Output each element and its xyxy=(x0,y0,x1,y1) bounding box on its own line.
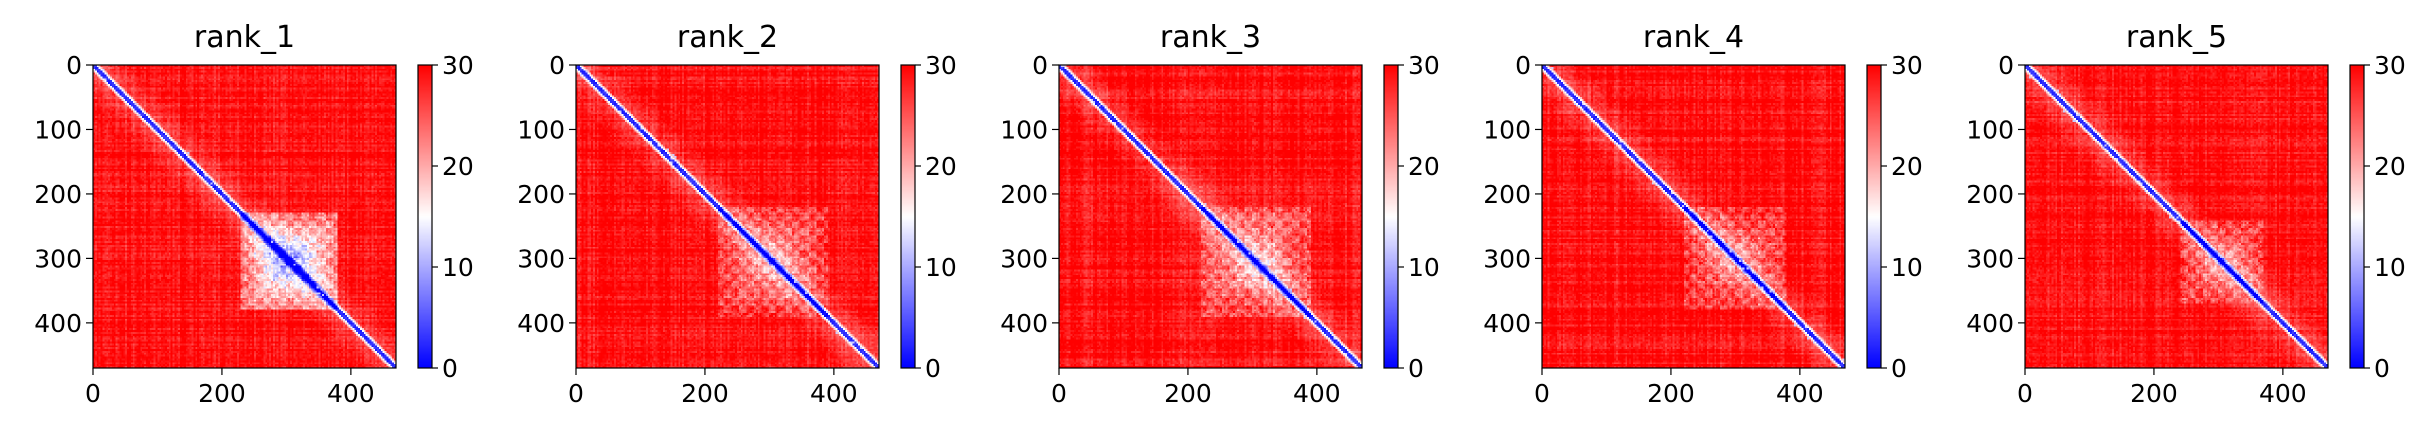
y-tick-label: 300 xyxy=(1483,244,1531,273)
colorbar xyxy=(2350,65,2364,368)
heatmap-image xyxy=(93,65,396,368)
x-tick-label: 200 xyxy=(681,379,729,408)
y-tick-label: 300 xyxy=(1000,244,1048,273)
colorbar-tick-label: 30 xyxy=(442,51,474,80)
axes-frame xyxy=(1541,64,1846,369)
heatmap-image xyxy=(1542,65,1845,368)
x-tick-label: 200 xyxy=(198,379,246,408)
y-tick-label: 100 xyxy=(1483,115,1531,144)
x-tick-label: 0 xyxy=(568,379,584,408)
colorbar-tick-label: 30 xyxy=(1408,51,1440,80)
colorbar-tick-label: 20 xyxy=(1891,152,1923,181)
y-tick-label: 0 xyxy=(549,51,565,80)
x-tick-label: 400 xyxy=(1776,379,1824,408)
y-tick-label: 300 xyxy=(1966,244,2014,273)
colorbar-tick-label: 0 xyxy=(442,354,458,383)
colorbar-tick-label: 30 xyxy=(1891,51,1923,80)
colorbar-tick-label: 0 xyxy=(1408,354,1424,383)
panel-title: rank_5 xyxy=(2126,20,2227,55)
colorbar-frame xyxy=(417,64,433,369)
axes-frame xyxy=(1058,64,1363,369)
panel-title: rank_3 xyxy=(1160,20,1261,55)
colorbar-tick-label: 20 xyxy=(2374,152,2406,181)
colorbar-tick-label: 20 xyxy=(442,152,474,181)
heatmap-image xyxy=(2025,65,2328,368)
heatmap-image xyxy=(1059,65,1362,368)
colorbar-frame xyxy=(900,64,916,369)
axes-frame xyxy=(575,64,880,369)
colorbar-tick-label: 10 xyxy=(1891,253,1923,282)
panel-title: rank_2 xyxy=(677,20,778,55)
heatmap-panel-3: rank_3 0 100 200 300 400 0 200 400 0 10 20 30 xyxy=(1000,20,1440,408)
colorbar-tick-label: 30 xyxy=(2374,51,2406,80)
colorbar-tick-label: 0 xyxy=(1891,354,1907,383)
x-tick-label: 200 xyxy=(1647,379,1695,408)
y-tick-label: 200 xyxy=(1483,180,1531,209)
x-tick-label: 0 xyxy=(2017,379,2033,408)
colorbar-tick-label: 10 xyxy=(1408,253,1440,282)
x-tick-label: 400 xyxy=(327,379,375,408)
y-tick-label: 0 xyxy=(1998,51,2014,80)
colorbar-tick-label: 10 xyxy=(442,253,474,282)
colorbar-tick-label: 20 xyxy=(1408,152,1440,181)
colorbar-tick-label: 30 xyxy=(925,51,957,80)
x-tick-label: 0 xyxy=(1534,379,1550,408)
x-tick-label: 400 xyxy=(1293,379,1341,408)
colorbar xyxy=(1867,65,1881,368)
x-tick-label: 0 xyxy=(85,379,101,408)
y-tick-label: 400 xyxy=(34,309,82,338)
colorbar-frame xyxy=(1383,64,1399,369)
colorbar xyxy=(1384,65,1398,368)
axes-frame xyxy=(2024,64,2329,369)
y-tick-label: 400 xyxy=(517,309,565,338)
colorbar xyxy=(418,65,432,368)
y-tick-label: 300 xyxy=(517,244,565,273)
y-tick-label: 0 xyxy=(1032,51,1048,80)
x-tick-label: 200 xyxy=(2130,379,2178,408)
heatmap-panel-1: rank_1 0 100 200 300 400 0 200 400 0 10 20 30 xyxy=(34,20,474,408)
colorbar-tick-label: 0 xyxy=(925,354,941,383)
y-tick-label: 400 xyxy=(1483,309,1531,338)
panel-title: rank_4 xyxy=(1643,20,1744,55)
y-tick-label: 200 xyxy=(1000,180,1048,209)
y-tick-label: 100 xyxy=(1966,115,2014,144)
heatmap-panel-4: rank_4 0 100 200 300 400 0 200 400 0 10 20 30 xyxy=(1483,20,1923,408)
panel-title: rank_1 xyxy=(194,20,295,55)
y-tick-label: 300 xyxy=(34,244,82,273)
y-tick-label: 0 xyxy=(66,51,82,80)
y-tick-label: 200 xyxy=(517,180,565,209)
x-tick-label: 0 xyxy=(1051,379,1067,408)
heatmap-panel-5: rank_5 0 100 200 300 400 0 200 400 0 10 20 30 xyxy=(1966,20,2406,408)
y-tick-label: 100 xyxy=(1000,115,1048,144)
colorbar-tick-label: 10 xyxy=(925,253,957,282)
y-tick-label: 400 xyxy=(1000,309,1048,338)
x-tick-label: 200 xyxy=(1164,379,1212,408)
y-tick-label: 100 xyxy=(34,115,82,144)
colorbar-tick-label: 0 xyxy=(2374,354,2390,383)
heatmap-image xyxy=(576,65,879,368)
x-tick-label: 400 xyxy=(810,379,858,408)
y-tick-label: 0 xyxy=(1515,51,1531,80)
y-tick-label: 200 xyxy=(34,180,82,209)
colorbar-tick-label: 20 xyxy=(925,152,957,181)
x-tick-label: 400 xyxy=(2259,379,2307,408)
axes-frame xyxy=(92,64,397,369)
colorbar-frame xyxy=(1866,64,1882,369)
heatmap-panel-2: rank_2 0 100 200 300 400 0 200 400 0 10 20 30 xyxy=(517,20,957,408)
y-tick-label: 400 xyxy=(1966,309,2014,338)
y-tick-label: 100 xyxy=(517,115,565,144)
colorbar xyxy=(901,65,915,368)
colorbar-tick-label: 10 xyxy=(2374,253,2406,282)
colorbar-frame xyxy=(2349,64,2365,369)
y-tick-label: 200 xyxy=(1966,180,2014,209)
